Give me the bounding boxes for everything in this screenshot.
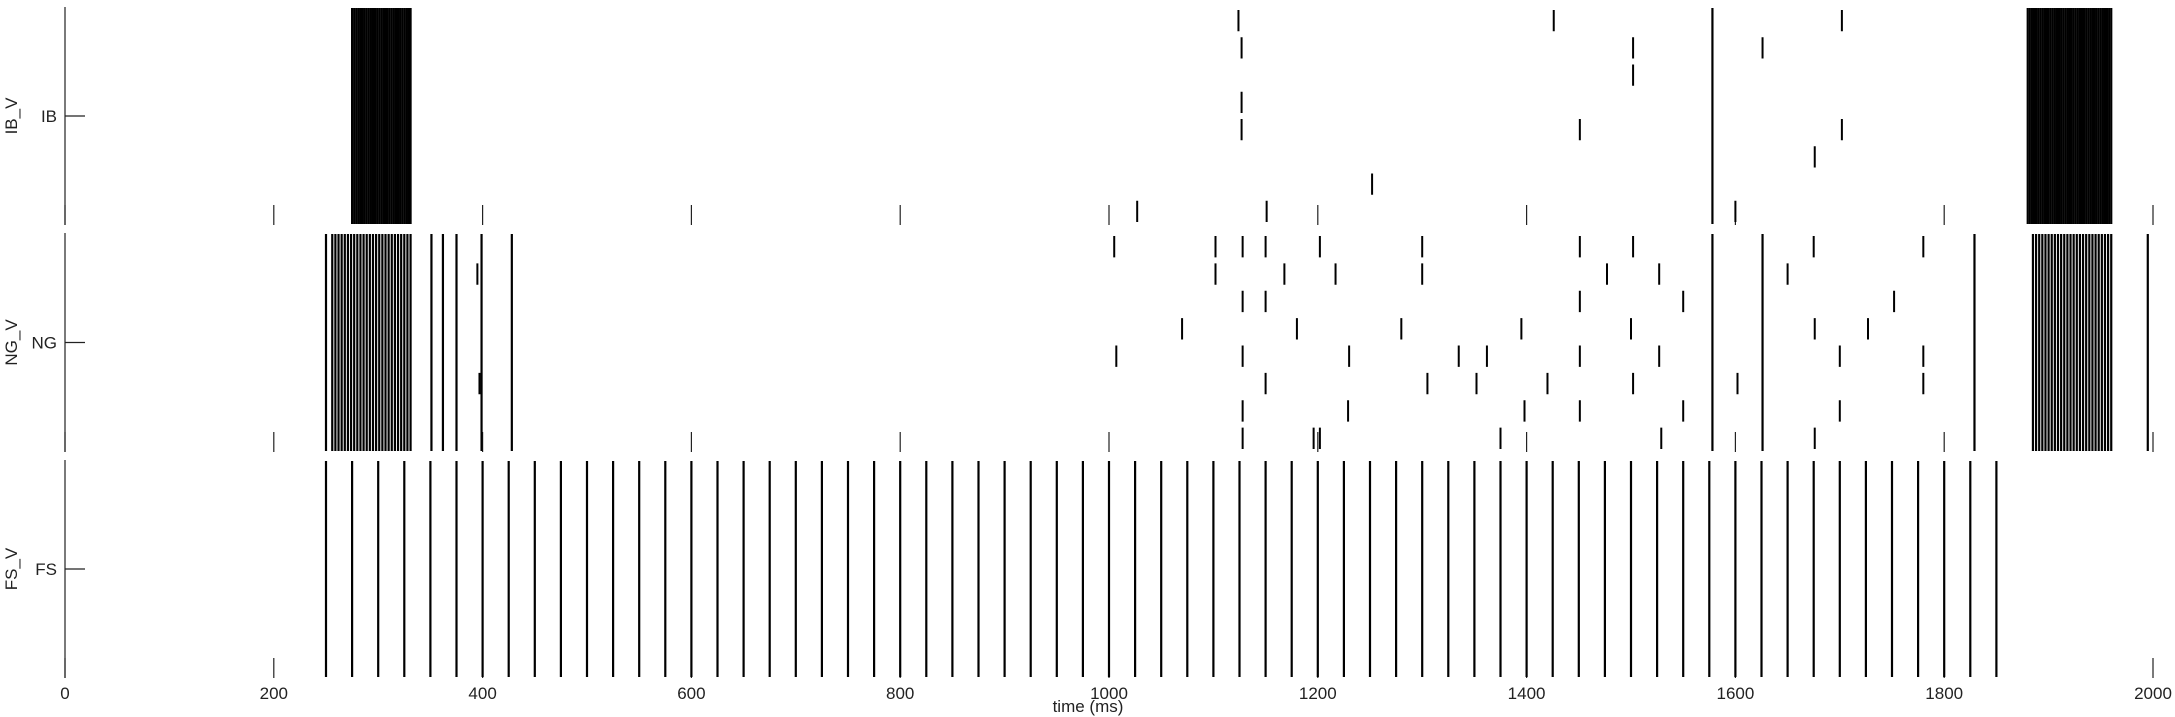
- x-tick-label: 600: [677, 684, 705, 703]
- x-tick-label: 400: [468, 684, 496, 703]
- y-tick-label: IB: [41, 107, 57, 126]
- x-tick-label: 1800: [1925, 684, 1963, 703]
- x-tick-label: 1200: [1299, 684, 1337, 703]
- y-tick-label: NG: [32, 334, 58, 353]
- x-tick-label: 2000: [2134, 684, 2172, 703]
- x-tick-label: 1400: [1508, 684, 1546, 703]
- y-axis-label: FS_V: [2, 547, 21, 590]
- y-axis-label: NG_V: [2, 319, 21, 366]
- y-axis-label: IB_V: [2, 97, 21, 135]
- x-tick-label: 0: [60, 684, 69, 703]
- x-tick-label: 200: [260, 684, 288, 703]
- x-tick-label: 800: [886, 684, 914, 703]
- x-axis-label: time (ms): [1053, 697, 1124, 716]
- x-tick-label: 1000: [1090, 684, 1128, 703]
- x-tick-label: 1600: [1716, 684, 1754, 703]
- y-tick-label: FS: [35, 560, 57, 579]
